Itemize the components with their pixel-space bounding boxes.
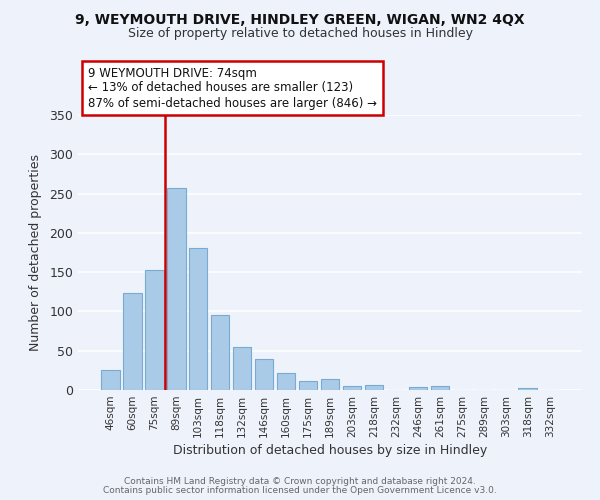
Bar xyxy=(409,387,427,390)
Bar xyxy=(343,386,361,390)
Bar xyxy=(189,248,208,390)
Text: Contains public sector information licensed under the Open Government Licence v3: Contains public sector information licen… xyxy=(103,486,497,495)
Text: 9, WEYMOUTH DRIVE, HINDLEY GREEN, WIGAN, WN2 4QX: 9, WEYMOUTH DRIVE, HINDLEY GREEN, WIGAN,… xyxy=(75,12,525,26)
Bar xyxy=(365,386,383,390)
Bar xyxy=(101,370,119,390)
Bar xyxy=(277,372,295,390)
Text: Contains HM Land Registry data © Crown copyright and database right 2024.: Contains HM Land Registry data © Crown c… xyxy=(124,477,476,486)
Bar xyxy=(211,314,229,390)
Text: Size of property relative to detached houses in Hindley: Size of property relative to detached ho… xyxy=(128,28,473,40)
Bar xyxy=(299,380,317,390)
Bar xyxy=(167,188,185,390)
Bar xyxy=(518,388,537,390)
Bar xyxy=(255,358,274,390)
Bar xyxy=(233,347,251,390)
X-axis label: Distribution of detached houses by size in Hindley: Distribution of detached houses by size … xyxy=(173,444,487,457)
Y-axis label: Number of detached properties: Number of detached properties xyxy=(29,154,43,351)
Bar xyxy=(431,386,449,390)
Bar xyxy=(123,292,142,390)
Bar xyxy=(320,379,340,390)
Text: 9 WEYMOUTH DRIVE: 74sqm
← 13% of detached houses are smaller (123)
87% of semi-d: 9 WEYMOUTH DRIVE: 74sqm ← 13% of detache… xyxy=(88,66,377,110)
Bar xyxy=(145,270,164,390)
